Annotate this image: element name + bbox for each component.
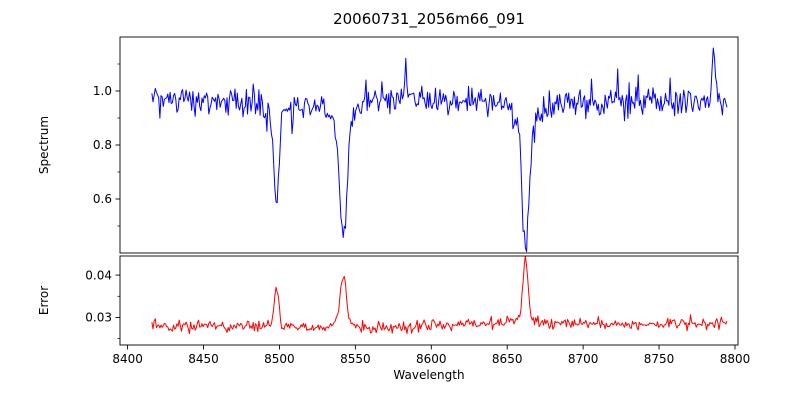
x-tick-label: 8400 [112,352,143,366]
x-tick-label: 8500 [264,352,295,366]
bottom-panel-border [119,255,739,346]
x-tick-label: 8650 [492,352,523,366]
y-tick-label: 0.8 [93,138,112,152]
y-tick-label: 1.0 [93,84,112,98]
y-tick-label: 0.6 [93,192,112,206]
x-tick-label: 8600 [416,352,447,366]
x-tick-label: 8800 [720,352,751,366]
x-tick-label: 8700 [568,352,599,366]
top-panel: 0.6 0.8 1.0 Spectrum [37,36,739,254]
x-axis-label: Wavelength [393,368,464,382]
x-tick-label: 8550 [340,352,371,366]
spectrum-ylabel: Spectrum [37,116,51,174]
x-axis-ticks: 8400 8450 8500 8550 8600 8650 8700 8750 8800 [112,345,750,366]
figure-title: 20060731_2056m66_091 [333,10,525,29]
top-panel-yticks: 0.6 0.8 1.0 [93,63,120,227]
y-tick-label: 0.03 [85,311,112,325]
error-ylabel: Error [37,286,51,315]
x-tick-label: 8450 [188,352,219,366]
bottom-panel: 0.03 0.04 Error [37,255,739,346]
bottom-panel-yticks: 0.03 0.04 [85,268,120,339]
y-tick-label: 0.04 [85,268,112,282]
error-line [151,256,728,335]
spectrum-line [151,47,728,253]
x-tick-label: 8750 [644,352,675,366]
